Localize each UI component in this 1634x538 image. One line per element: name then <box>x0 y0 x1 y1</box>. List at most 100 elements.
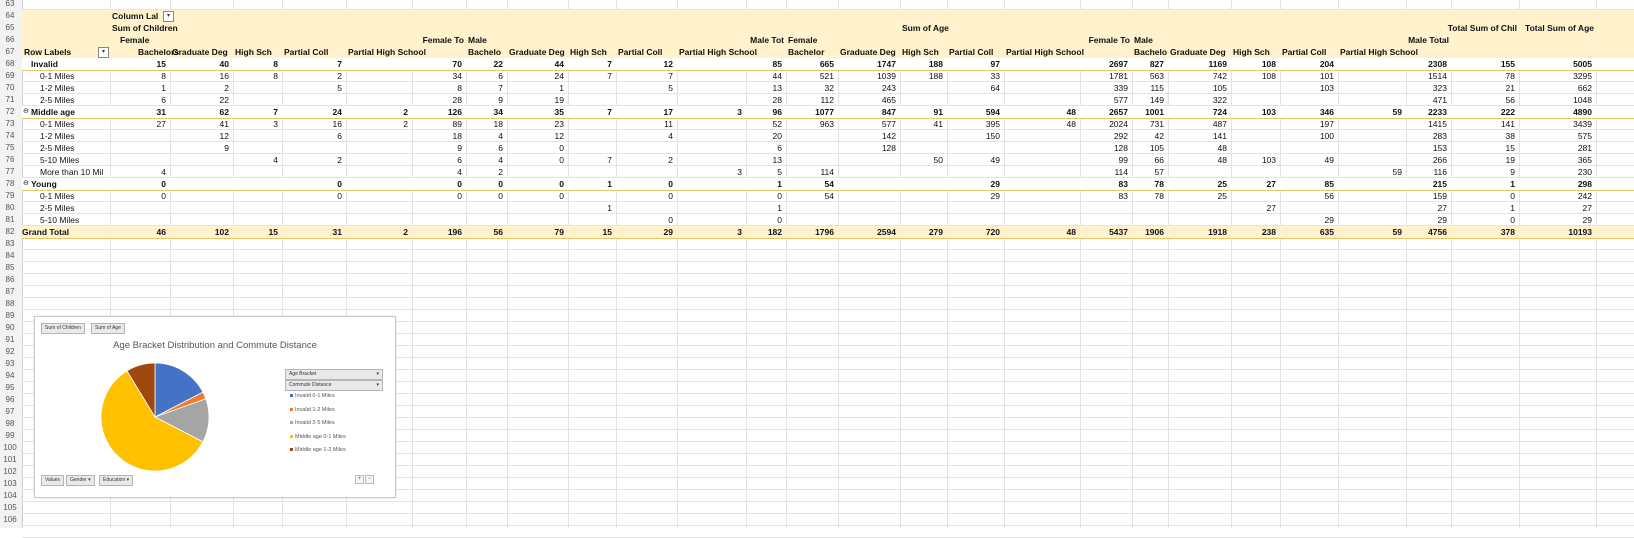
pivot-header-cell[interactable]: Male <box>468 35 487 45</box>
pivot-value-cell[interactable]: 35 <box>554 107 564 117</box>
pivot-value-cell[interactable]: 48 <box>1066 227 1076 237</box>
pivot-header-cell[interactable]: Graduate Deg <box>172 47 228 57</box>
pivot-value-cell[interactable]: 6 <box>457 155 462 165</box>
pivot-value-cell[interactable]: 5437 <box>1109 227 1128 237</box>
pivot-value-cell[interactable]: 32 <box>824 83 834 93</box>
pivot-header-cell[interactable]: Graduate Deg <box>1170 47 1226 57</box>
pivot-value-cell[interactable]: 1747 <box>877 59 896 69</box>
pivot-value-cell[interactable]: 5 <box>337 83 342 93</box>
pivot-value-cell[interactable]: 1169 <box>1208 59 1227 69</box>
pivot-value-cell[interactable]: 4 <box>457 167 462 177</box>
pivot-value-cell[interactable]: 15 <box>268 227 278 237</box>
chart-value-field-button[interactable]: Sum of Children <box>41 323 85 334</box>
chart-axis-field-button[interactable]: Gender ▾ <box>66 475 95 486</box>
pivot-value-cell[interactable]: 7 <box>498 83 503 93</box>
pivot-value-cell[interactable]: 182 <box>767 227 782 237</box>
pivot-row-label[interactable]: 1-2 Miles <box>40 131 75 141</box>
pivot-value-cell[interactable]: 7 <box>607 71 612 81</box>
pivot-value-cell[interactable]: 13 <box>772 155 782 165</box>
pivot-value-cell[interactable]: 19 <box>554 95 564 105</box>
pivot-value-cell[interactable]: 44 <box>554 59 564 69</box>
pivot-value-cell[interactable]: 963 <box>819 119 834 129</box>
pivot-value-cell[interactable]: 48 <box>1217 143 1227 153</box>
pivot-value-cell[interactable]: 298 <box>1577 179 1592 189</box>
pivot-row-label[interactable]: 0-1 Miles <box>40 71 75 81</box>
collapse-group-icon[interactable]: ⊖ <box>23 180 29 187</box>
pivot-value-cell[interactable]: 266 <box>1432 155 1447 165</box>
row-number[interactable]: 84 <box>5 251 15 260</box>
pivot-value-cell[interactable]: 48 <box>1217 155 1227 165</box>
pivot-value-cell[interactable]: 11 <box>664 119 673 129</box>
pivot-value-cell[interactable]: 153 <box>1432 143 1447 153</box>
pivot-value-cell[interactable]: 59 <box>1392 107 1402 117</box>
pivot-value-cell[interactable]: 283 <box>1432 131 1447 141</box>
pivot-value-cell[interactable]: 85 <box>772 59 782 69</box>
pivot-value-cell[interactable]: 54 <box>824 179 834 189</box>
pivot-value-cell[interactable]: 15 <box>1505 143 1515 153</box>
pivot-value-cell[interactable]: 56 <box>493 227 503 237</box>
pivot-row-label[interactable]: More than 10 Mil <box>40 167 104 177</box>
pivot-value-cell[interactable]: 112 <box>820 95 834 105</box>
pivot-value-cell[interactable]: 0 <box>337 179 342 189</box>
row-number[interactable]: 74 <box>5 131 15 140</box>
pivot-value-cell[interactable]: 2 <box>668 155 673 165</box>
row-number[interactable]: 76 <box>5 155 15 164</box>
pivot-value-cell[interactable]: 279 <box>928 227 943 237</box>
pivot-value-cell[interactable]: 6 <box>498 71 503 81</box>
collapse-field-icon[interactable]: − <box>365 475 374 484</box>
row-number[interactable]: 70 <box>5 83 15 92</box>
pivot-value-cell[interactable]: 188 <box>928 71 943 81</box>
pivot-header-cell[interactable]: Sum of Children <box>112 23 178 33</box>
pivot-value-cell[interactable]: 4 <box>273 155 278 165</box>
pivot-value-cell[interactable]: 2308 <box>1428 59 1447 69</box>
pivot-value-cell[interactable]: 2 <box>337 155 342 165</box>
pivot-value-cell[interactable]: 103 <box>1261 107 1276 117</box>
pivot-value-cell[interactable]: 40 <box>219 59 229 69</box>
row-number[interactable]: 105 <box>3 503 17 512</box>
row-number[interactable]: 96 <box>5 395 15 404</box>
pivot-value-cell[interactable]: 27 <box>1437 203 1447 213</box>
row-number[interactable]: 80 <box>5 203 15 212</box>
pivot-value-cell[interactable]: 1 <box>777 179 782 189</box>
pivot-header-cell[interactable]: Partial Coll <box>618 47 663 57</box>
pivot-value-cell[interactable]: 59 <box>1392 227 1402 237</box>
pivot-header-cell[interactable]: Partial Coll <box>284 47 329 57</box>
pivot-value-cell[interactable]: 188 <box>928 59 943 69</box>
pivot-value-cell[interactable]: 1 <box>161 83 166 93</box>
pivot-header-cell[interactable]: Female To <box>1088 35 1130 45</box>
pivot-value-cell[interactable]: 0 <box>161 179 166 189</box>
pivot-value-cell[interactable]: 102 <box>214 227 229 237</box>
pivot-value-cell[interactable]: 8 <box>457 83 462 93</box>
pivot-value-cell[interactable]: 41 <box>933 119 943 129</box>
pivot-value-cell[interactable]: 196 <box>447 227 462 237</box>
pivot-value-cell[interactable]: 114 <box>820 167 834 177</box>
pivot-value-cell[interactable]: 105 <box>1149 143 1164 153</box>
pivot-value-cell[interactable]: 242 <box>1577 191 1592 201</box>
pivot-value-cell[interactable]: 96 <box>772 107 782 117</box>
row-number[interactable]: 95 <box>5 383 15 392</box>
pivot-header-cell[interactable]: Column Lal <box>112 11 159 21</box>
pivot-value-cell[interactable]: 44 <box>772 71 782 81</box>
collapse-group-icon[interactable]: ⊖ <box>23 108 29 115</box>
pivot-value-cell[interactable]: 1048 <box>1573 95 1592 105</box>
pivot-value-cell[interactable]: 12 <box>663 59 673 69</box>
row-number[interactable]: 102 <box>3 467 17 476</box>
pivot-value-cell[interactable]: 8 <box>273 59 278 69</box>
pivot-row-label[interactable]: 2-5 Miles <box>40 203 75 213</box>
pivot-value-cell[interactable]: 34 <box>452 71 462 81</box>
pivot-value-cell[interactable]: 1796 <box>815 227 834 237</box>
pivot-header-cell[interactable]: Bachelors <box>138 47 180 57</box>
pivot-value-cell[interactable]: 31 <box>156 107 166 117</box>
pie-slice[interactable] <box>100 370 204 472</box>
pivot-value-cell[interactable]: 3 <box>737 227 742 237</box>
pivot-header-cell[interactable]: Female <box>788 35 818 45</box>
pivot-value-cell[interactable]: 2024 <box>1109 119 1128 129</box>
pivot-value-cell[interactable]: 378 <box>1500 227 1515 237</box>
pivot-header-cell[interactable]: Male Tot <box>750 35 784 45</box>
pivot-value-cell[interactable]: 742 <box>1212 71 1227 81</box>
pivot-value-cell[interactable]: 91 <box>933 107 943 117</box>
pivot-value-cell[interactable]: 155 <box>1500 59 1515 69</box>
pivot-value-cell[interactable]: 395 <box>985 119 1000 129</box>
pivot-value-cell[interactable]: 27 <box>156 119 166 129</box>
